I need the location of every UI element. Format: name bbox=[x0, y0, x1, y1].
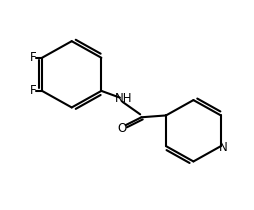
Text: O: O bbox=[117, 122, 126, 135]
Text: F: F bbox=[30, 84, 36, 97]
Text: N: N bbox=[218, 141, 227, 154]
Text: F: F bbox=[30, 51, 36, 64]
Text: NH: NH bbox=[115, 92, 132, 105]
